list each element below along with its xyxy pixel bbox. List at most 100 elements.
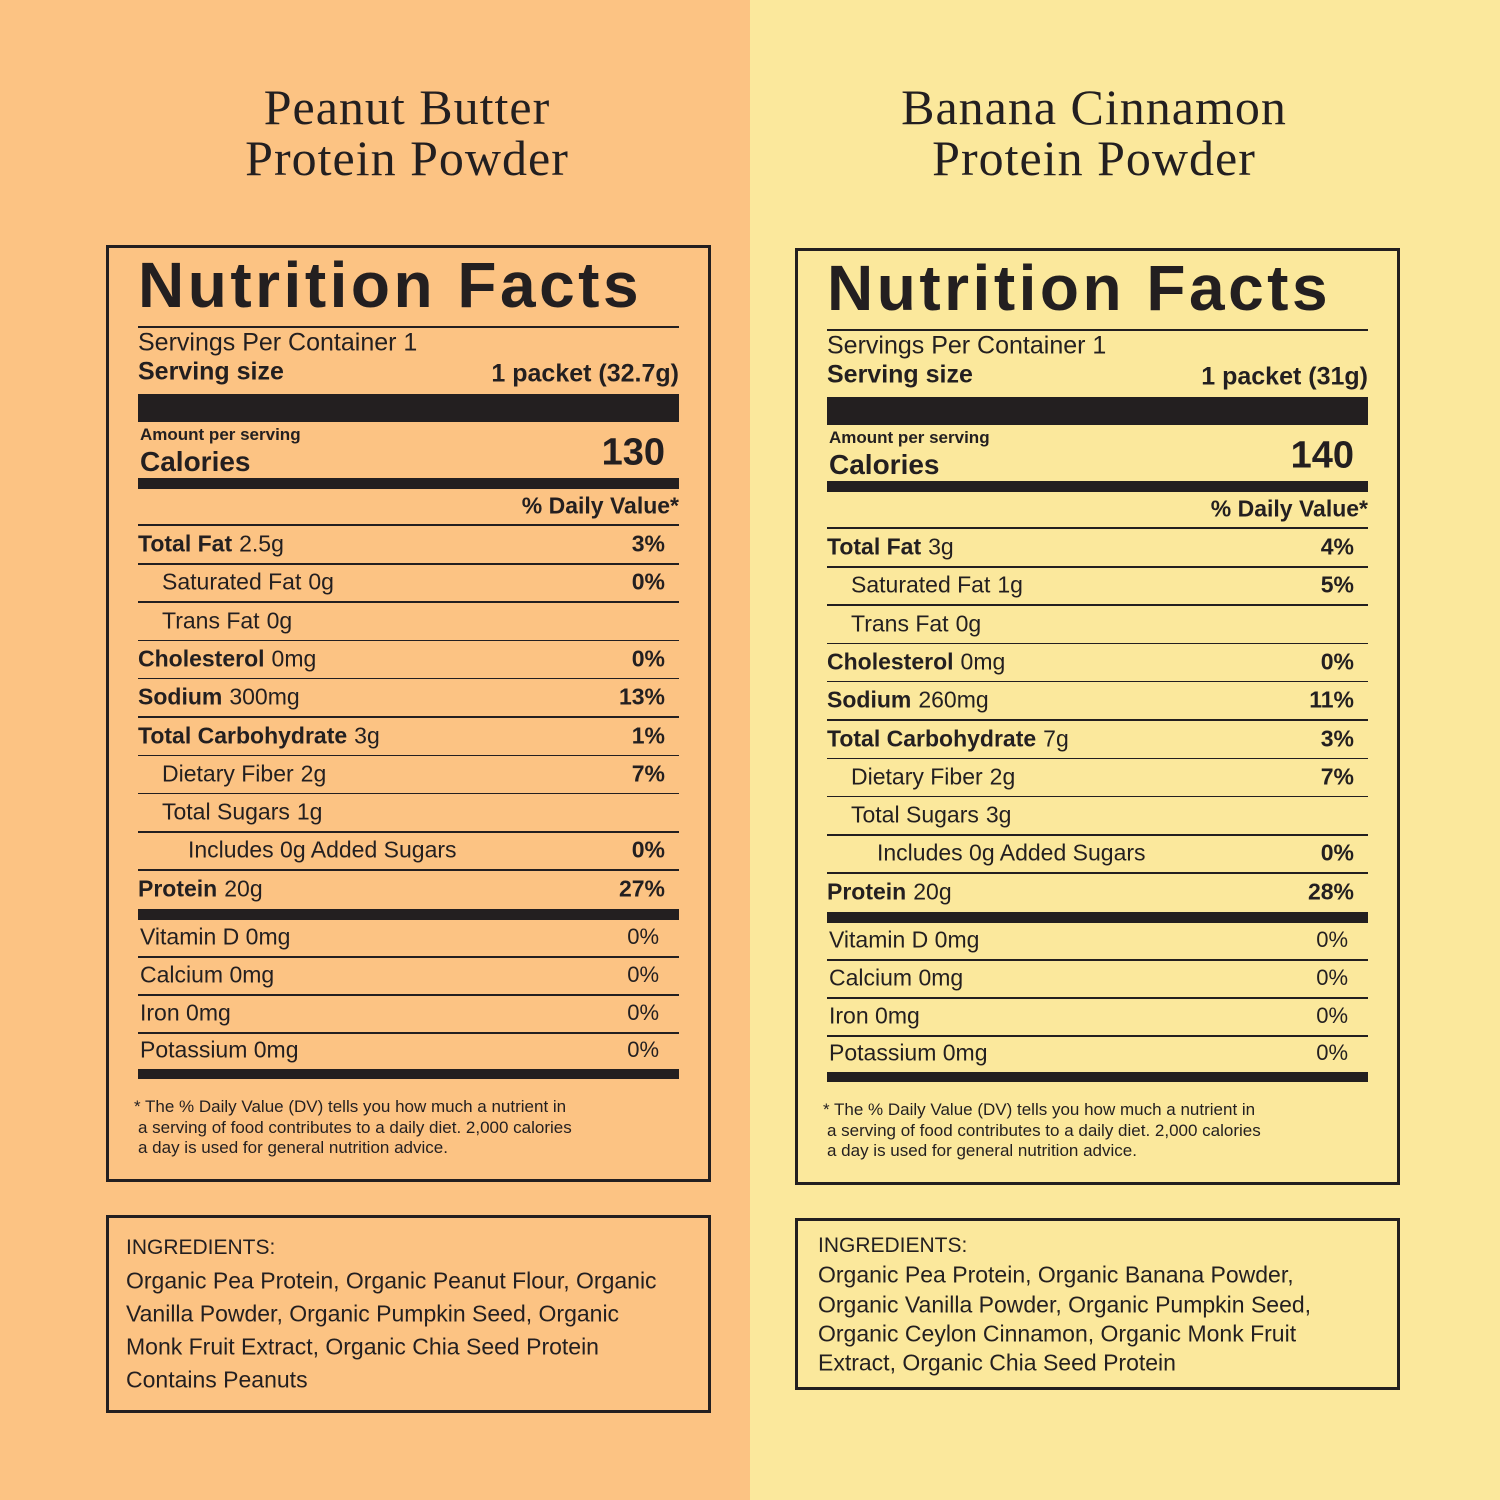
footnote-line: a day is used for general nutrition advi… xyxy=(138,1138,448,1157)
nutrient-dv: 0% xyxy=(631,645,665,672)
nutrient-row: Saturated Fat 1g xyxy=(851,572,1023,599)
rule xyxy=(827,795,1368,798)
vitamin-name: Calcium 0mg xyxy=(829,964,964,991)
nutrient-row: Trans Fat 0g xyxy=(162,607,292,634)
nutrient-row: Includes 0g Added Sugars xyxy=(877,840,1146,867)
footnote-line: a serving of food contributes to a daily… xyxy=(138,1117,572,1137)
nutrient-name: Trans Fat xyxy=(851,610,949,637)
nutrient-row: Sodium 260mg xyxy=(827,687,989,714)
nutrient-amount: 260mg xyxy=(918,686,989,713)
nutrient-row: Total Fat 2.5g xyxy=(138,531,284,558)
nutrient-row: Cholesterol 0mg xyxy=(138,645,316,672)
nutrient-amount: 2.5g xyxy=(239,530,284,557)
dv-header: % Daily Value* xyxy=(521,492,679,519)
nutrient-amount: 2g xyxy=(300,760,327,787)
rule xyxy=(138,754,679,756)
rule xyxy=(827,997,1368,999)
nutrient-row: Total Sugars 1g xyxy=(162,799,322,826)
nutrient-name: Cholesterol xyxy=(827,648,954,675)
rule xyxy=(138,478,679,489)
nutrient-row: Total Fat 3g xyxy=(827,534,954,561)
nutrient-row: Total Carbohydrate 3g xyxy=(138,722,380,749)
panel-title: Peanut Butter xyxy=(263,79,551,135)
servings-per-container: Servings Per Container 1 xyxy=(827,331,1107,360)
rule xyxy=(138,326,679,328)
nutrient-amount: 3g xyxy=(354,722,380,748)
nutrient-name: Saturated Fat xyxy=(851,571,991,598)
rule xyxy=(138,394,679,422)
nutrient-dv: 7% xyxy=(631,760,665,787)
nutrient-name: Protein xyxy=(827,878,907,905)
amount-per-serving: Amount per serving xyxy=(140,425,301,444)
nutrient-name: Trans Fat xyxy=(162,607,260,634)
nutrient-dv: 4% xyxy=(1320,533,1354,560)
footnote-line: * The % Daily Value (DV) tells you how m… xyxy=(134,1097,567,1116)
ingredients-line: Extract, Organic Chia Seed Protein xyxy=(818,1349,1176,1376)
nutrient-name: Total Fat xyxy=(827,533,922,560)
nutrient-name: Saturated Fat xyxy=(162,568,302,595)
nutrient-amount: 300mg xyxy=(229,683,300,710)
nutrient-name: Includes 0g Added Sugars xyxy=(877,839,1146,866)
footnote-line: a serving of food contributes to a daily… xyxy=(827,1120,1261,1140)
serving-size-label: Serving size xyxy=(138,357,284,386)
calories-label: Calories xyxy=(140,446,251,477)
nutrient-row: Sodium 300mg xyxy=(138,684,300,711)
nutrient-amount: 0g xyxy=(955,610,982,637)
rule xyxy=(827,566,1368,568)
calories: 130 xyxy=(601,431,665,474)
nutrient-name: Includes 0g Added Sugars xyxy=(188,836,457,863)
nutrient-amount: 2g xyxy=(989,763,1016,790)
heading: Nutrition Facts xyxy=(138,249,643,321)
vitamin-dv: 0% xyxy=(1316,1003,1348,1028)
vitamin-dv: 0% xyxy=(1316,965,1348,990)
nutrient-amount: 0g xyxy=(308,568,334,595)
rule xyxy=(138,1032,679,1034)
nutrient-dv: 13% xyxy=(618,683,665,710)
nutrient-amount: 20g xyxy=(913,878,952,905)
calories: 140 xyxy=(1290,434,1354,477)
nutrient-row: Total Sugars 3g xyxy=(851,802,1011,829)
rule xyxy=(138,792,679,795)
nutrient-name: Protein xyxy=(138,875,218,902)
dv-header: % Daily Value* xyxy=(1210,495,1368,522)
rule xyxy=(827,481,1368,492)
nutrient-dv: 7% xyxy=(1320,763,1354,790)
rule xyxy=(138,639,679,642)
nutrient-dv: 0% xyxy=(1320,839,1354,866)
nutrient-amount: 0mg xyxy=(960,648,1006,675)
footnote-line: a day is used for general nutrition advi… xyxy=(827,1141,1137,1160)
nutrient-amount: 1g xyxy=(296,798,323,825)
serving-size: 1 packet (31g) xyxy=(1201,362,1368,391)
nutrient-amount: 0mg xyxy=(271,645,317,672)
ingredients-box: INGREDIENTS: Organic Pea Protein, Organic… xyxy=(795,1218,1400,1390)
ingredients-line: Contains Peanuts xyxy=(126,1366,308,1393)
nutrient-dv: 0% xyxy=(1320,648,1354,675)
nutrient-name: Dietary Fiber xyxy=(162,760,294,787)
nutrient-dv: 3% xyxy=(631,530,665,557)
nutrient-name: Total Fat xyxy=(138,530,233,557)
rule xyxy=(138,909,679,920)
rule xyxy=(827,912,1368,923)
nutrient-dv: 11% xyxy=(1309,686,1354,713)
vitamin-dv: 0% xyxy=(627,924,659,949)
vitamin-dv: 0% xyxy=(627,962,659,987)
nutrient-name: Total Carbohydrate xyxy=(827,725,1037,751)
nutrient-name: Total Sugars xyxy=(851,801,979,828)
nutrient-row: Trans Fat 0g xyxy=(851,610,981,637)
rule xyxy=(827,397,1368,425)
nutrient-row: Includes 0g Added Sugars xyxy=(188,837,457,864)
rule xyxy=(138,994,679,996)
ingredients-line: Organic Ceylon Cinnamon, Organic Monk Fr… xyxy=(818,1320,1297,1347)
rule xyxy=(827,834,1368,836)
rule xyxy=(827,1035,1368,1037)
nutrient-amount: 3g xyxy=(985,801,1012,828)
rule xyxy=(138,524,679,526)
ingredients-line: Organic Pea Protein, Organic Banana Powd… xyxy=(818,1261,1294,1288)
serving-size: 1 packet (32.7g) xyxy=(491,359,679,388)
rule xyxy=(138,716,679,718)
nutrient-amount: 1g xyxy=(997,571,1023,598)
ingredients-heading: INGREDIENTS: xyxy=(818,1234,968,1257)
nutrient-name: Sodium xyxy=(138,683,223,710)
nutrient-dv: 5% xyxy=(1320,571,1354,598)
